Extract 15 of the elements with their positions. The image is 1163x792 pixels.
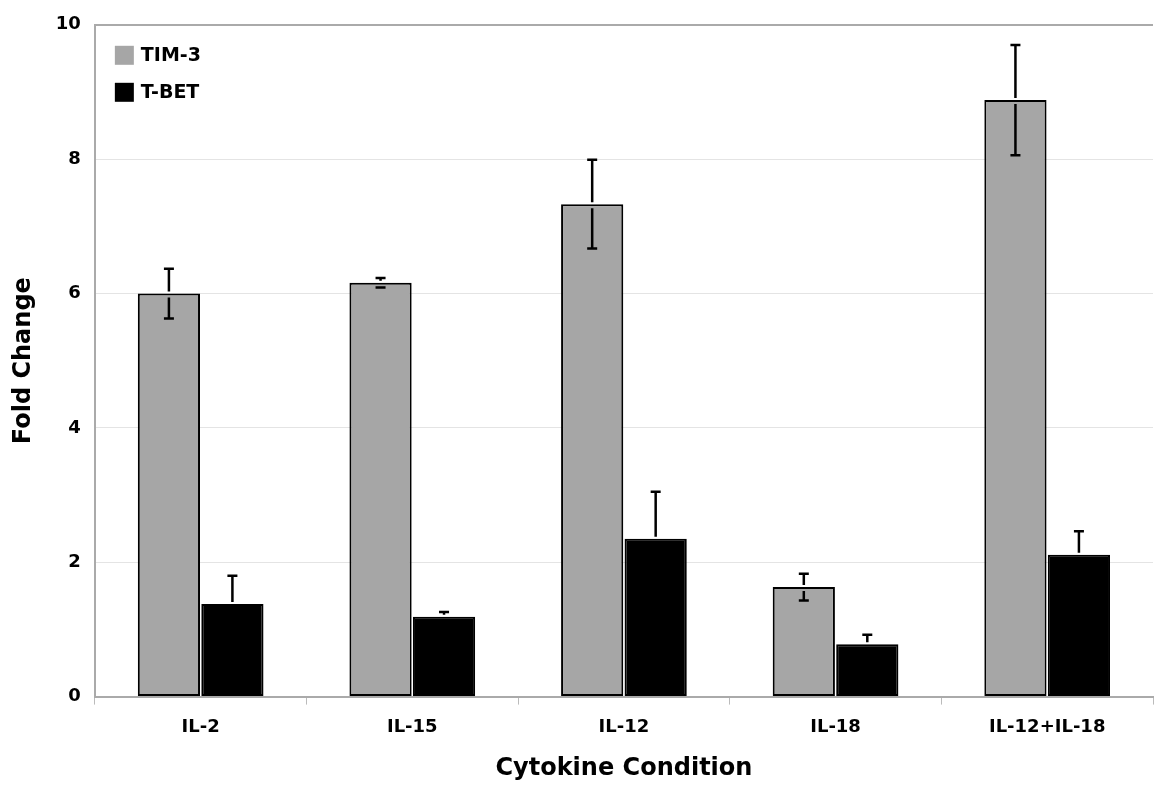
- x-tick-label: IL-15: [386, 715, 438, 737]
- y-axis-title: Fold Change: [7, 277, 36, 445]
- legend-label: TIM-3: [140, 42, 201, 65]
- y-tick-label: 8: [68, 146, 81, 168]
- y-tick-label: 0: [68, 684, 81, 706]
- x-tick-label: IL-2: [181, 715, 220, 737]
- x-tick-label: IL-12+IL-18: [988, 715, 1106, 737]
- y-tick-label: 2: [68, 549, 81, 571]
- y-tick-label: 10: [55, 12, 81, 34]
- y-tick-label: 6: [68, 281, 81, 303]
- legend-label: T-BET: [140, 79, 200, 102]
- x-tick-label: IL-12: [598, 715, 650, 737]
- y-tick-label: 4: [68, 415, 81, 437]
- x-axis-title: Cytokine Condition: [495, 752, 753, 781]
- x-tick-label: IL-18: [810, 715, 861, 737]
